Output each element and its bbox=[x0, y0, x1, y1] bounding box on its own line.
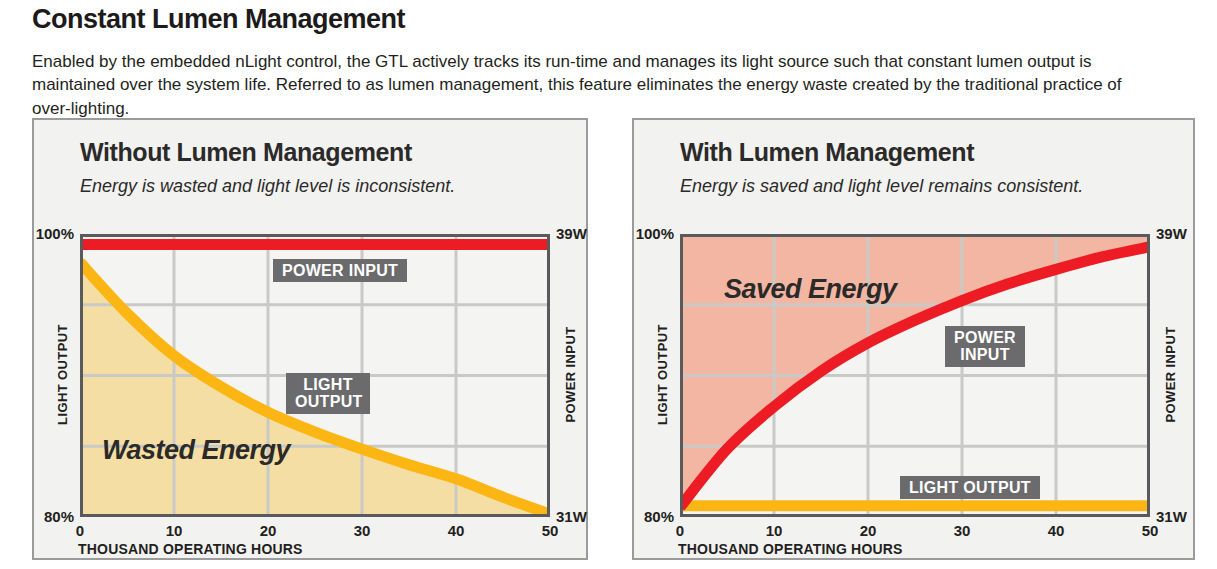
power-max-label: 39W bbox=[556, 226, 587, 242]
x-tick: 40 bbox=[436, 522, 476, 539]
x-tick: 0 bbox=[60, 522, 100, 539]
panel-subtitle: Energy is wasted and light level is inco… bbox=[80, 176, 455, 197]
power-input-axis-title: POWER INPUT bbox=[1163, 305, 1178, 445]
intro-paragraph: Enabled by the embedded nLight control, … bbox=[32, 50, 1162, 120]
x-tick: 20 bbox=[848, 522, 888, 539]
saved-energy-annotation: Saved Energy bbox=[724, 274, 897, 305]
power-input-label-box: POWER INPUT bbox=[945, 326, 1025, 367]
x-tick: 30 bbox=[342, 522, 382, 539]
light-output-label-box: LIGHT OUTPUT bbox=[900, 476, 1040, 499]
x-tick: 0 bbox=[660, 522, 700, 539]
panel-subtitle: Energy is saved and light level remains … bbox=[680, 176, 1083, 197]
light-output-axis-title: LIGHT OUTPUT bbox=[655, 305, 670, 445]
chart-plot-area: Saved Energy POWER INPUT LIGHT OUTPUT bbox=[680, 234, 1150, 517]
panel-with-lumen-management: With Lumen Management Energy is saved an… bbox=[632, 118, 1195, 560]
x-axis-title: THOUSAND OPERATING HOURS bbox=[78, 541, 303, 557]
x-tick: 40 bbox=[1036, 522, 1076, 539]
page-title: Constant Lumen Management bbox=[32, 4, 405, 35]
y-axis-max-label: 100% bbox=[634, 226, 674, 242]
x-tick: 20 bbox=[248, 522, 288, 539]
x-tick: 50 bbox=[530, 522, 570, 539]
wasted-energy-annotation: Wasted Energy bbox=[102, 435, 290, 466]
y-axis-max-label: 100% bbox=[34, 226, 74, 242]
light-output-label-box: LIGHT OUTPUT bbox=[286, 373, 370, 414]
x-tick: 30 bbox=[942, 522, 982, 539]
light-output-axis-title: LIGHT OUTPUT bbox=[55, 305, 70, 445]
x-tick: 10 bbox=[754, 522, 794, 539]
x-axis-title: THOUSAND OPERATING HOURS bbox=[678, 541, 903, 557]
power-input-label-box: POWER INPUT bbox=[273, 259, 407, 282]
x-tick: 50 bbox=[1130, 522, 1170, 539]
x-tick: 10 bbox=[154, 522, 194, 539]
chart-plot-area: POWER INPUT LIGHT OUTPUT Wasted Energy bbox=[80, 234, 550, 517]
power-input-axis-title: POWER INPUT bbox=[563, 305, 578, 445]
panel-title: With Lumen Management bbox=[680, 138, 974, 167]
power-max-label: 39W bbox=[1156, 226, 1187, 242]
document-page: Constant Lumen Management Enabled by the… bbox=[0, 0, 1217, 569]
panel-without-lumen-management: Without Lumen Management Energy is waste… bbox=[32, 118, 588, 560]
panel-title: Without Lumen Management bbox=[80, 138, 412, 167]
